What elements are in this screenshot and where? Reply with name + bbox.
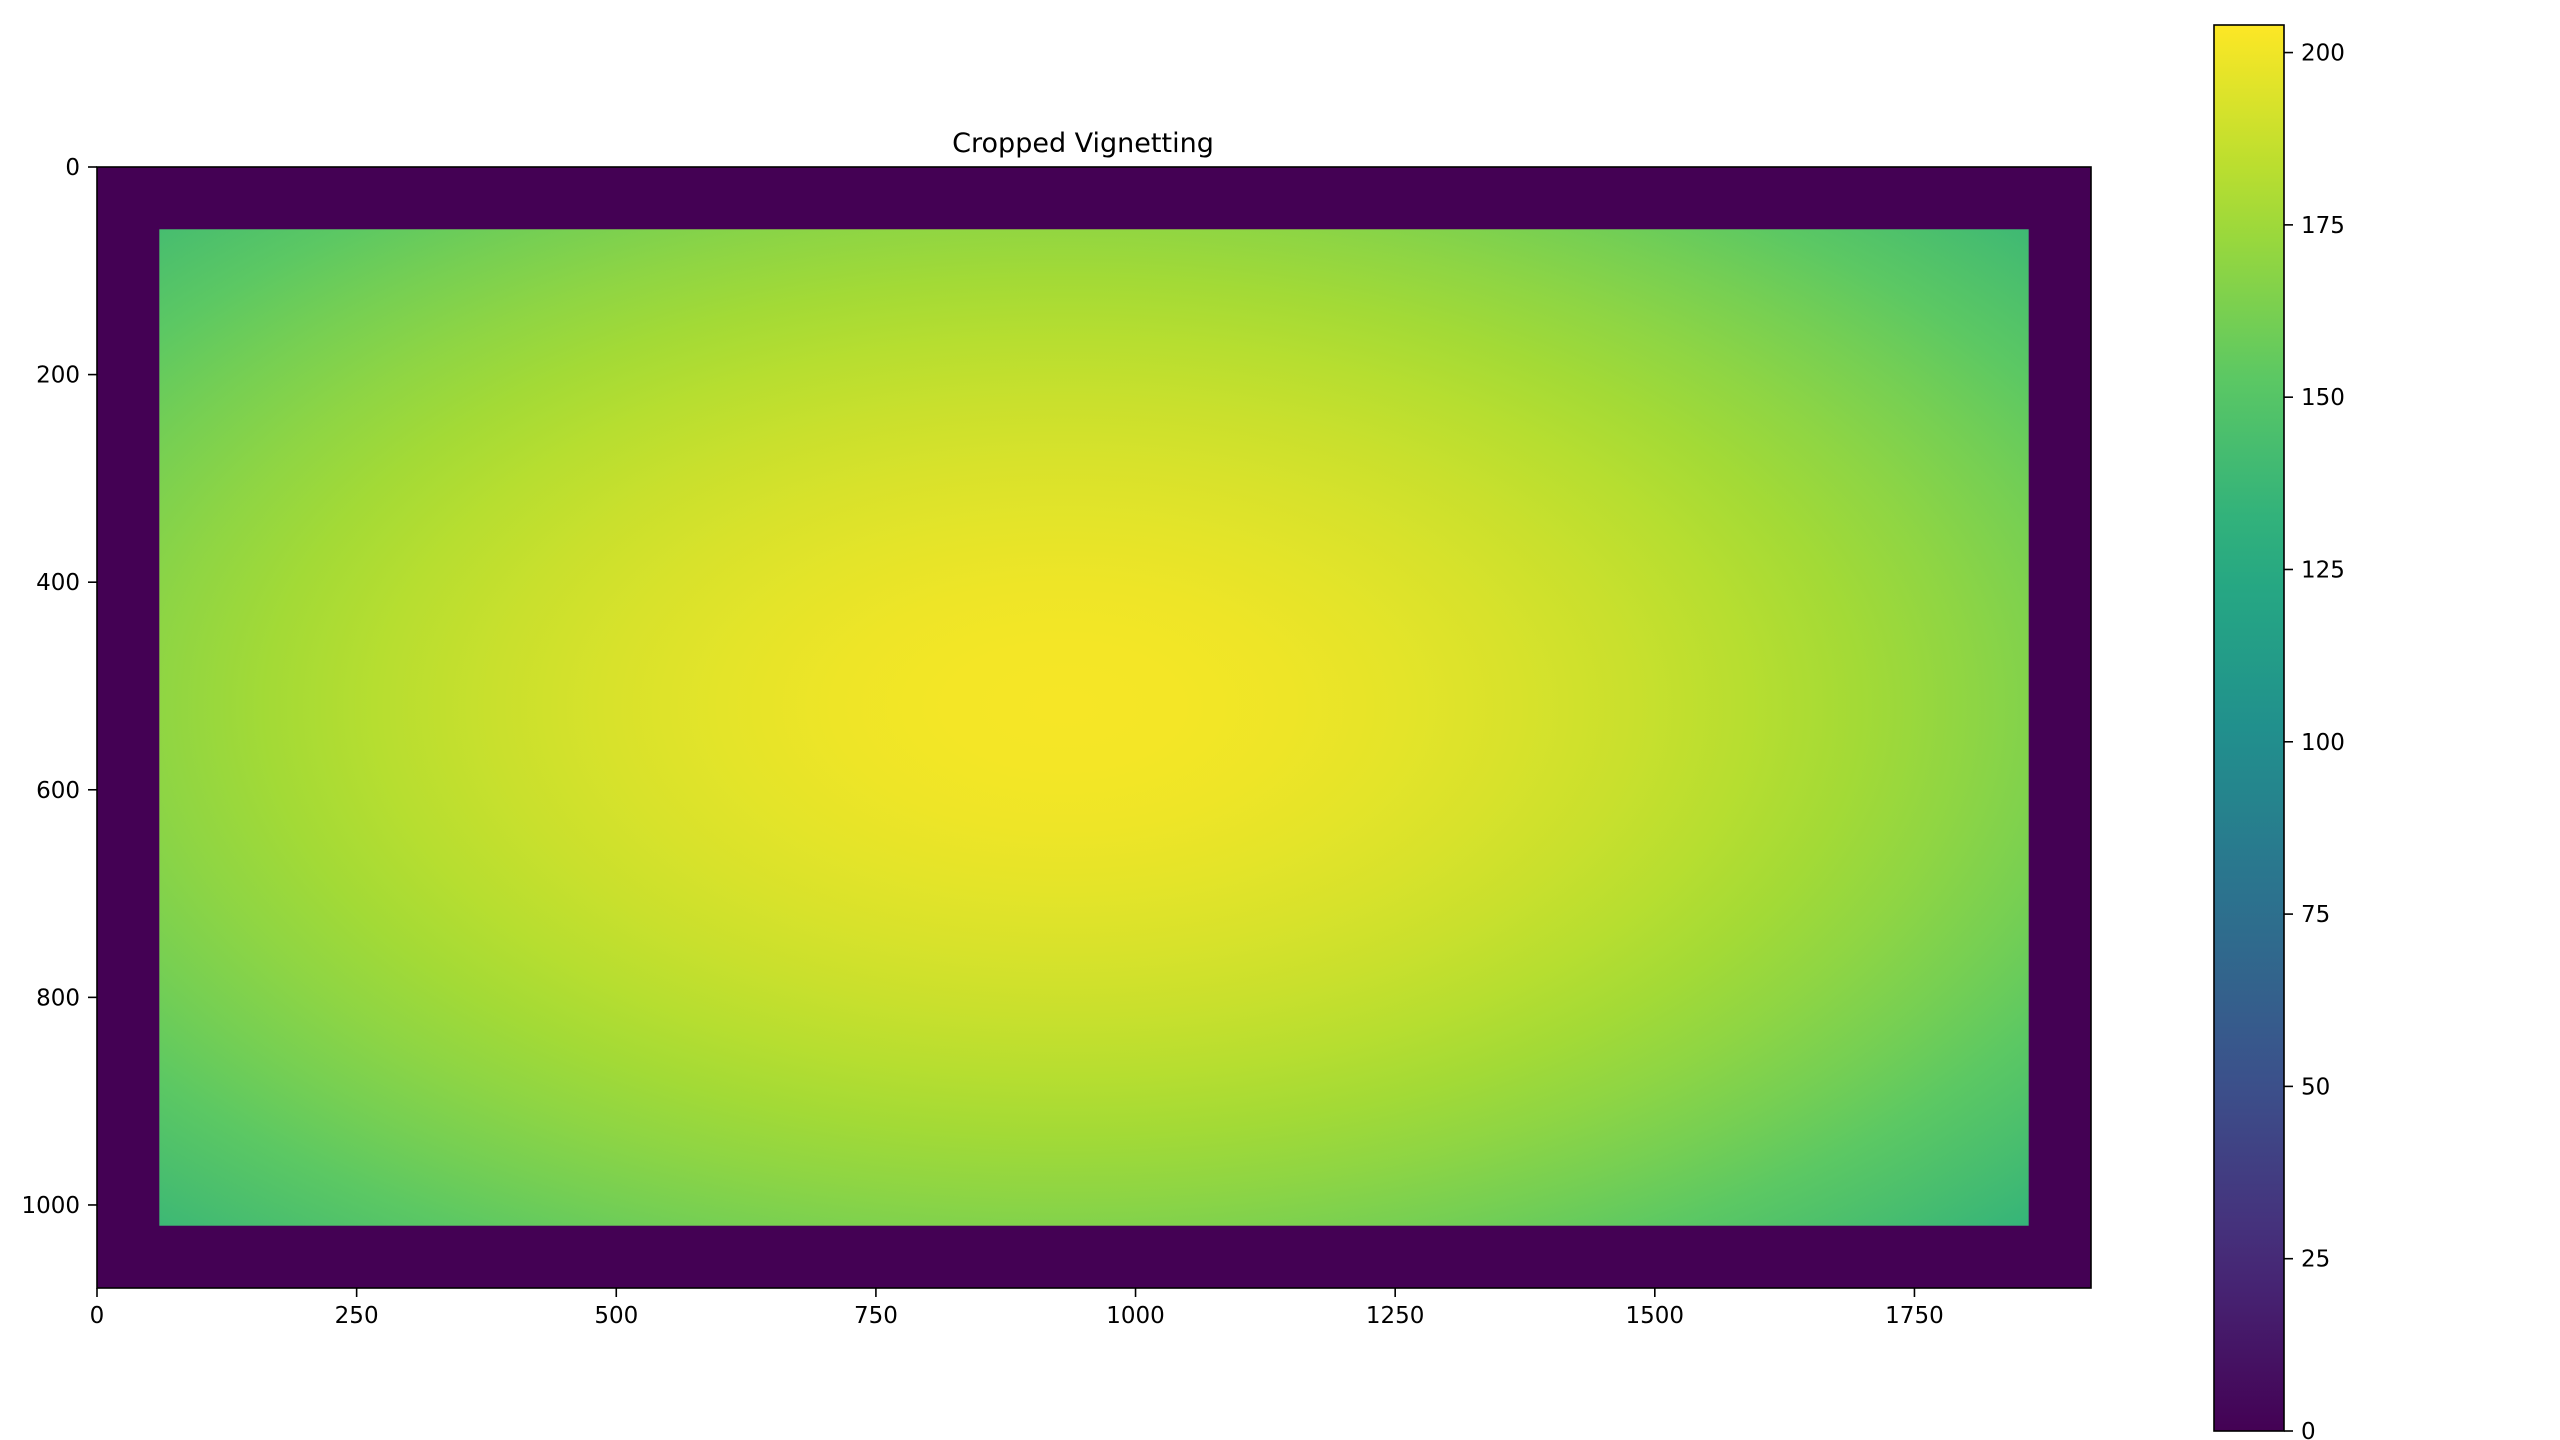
colorbar-tick-label: 125: [2301, 557, 2345, 583]
y-tick-label: 200: [36, 363, 80, 389]
x-tick-label: 1750: [1885, 1303, 1944, 1329]
colorbar-tick-label: 50: [2301, 1074, 2330, 1100]
colorbar-tick-label: 25: [2301, 1247, 2330, 1273]
x-tick-label: 750: [854, 1303, 898, 1329]
y-axis: 0 200 400 600 800 1000: [21, 155, 97, 1219]
colorbar-tick-label: 0: [2301, 1419, 2316, 1440]
heatmap-plot: [96, 166, 2092, 1289]
colorbar-axis: 0 25 50 75 100 125 150 175 200: [2284, 41, 2345, 1440]
x-tick-label: 250: [335, 1303, 379, 1329]
chart-title: Cropped Vignetting: [952, 128, 1214, 159]
x-tick-label: 1250: [1366, 1303, 1425, 1329]
colorbar-tick-label: 75: [2301, 902, 2330, 928]
colorbar: 0 25 50 75 100 125 150 175 200: [2213, 24, 2345, 1440]
y-tick-label: 0: [65, 155, 80, 181]
y-tick-label: 600: [36, 778, 80, 804]
x-tick-label: 0: [90, 1303, 105, 1329]
colorbar-tick-label: 150: [2301, 385, 2345, 411]
colorbar-tick-label: 175: [2301, 213, 2345, 239]
plot-frame: [96, 166, 2092, 1289]
y-tick-label: 400: [36, 570, 80, 596]
y-tick-label: 800: [36, 985, 80, 1011]
x-axis: 0 250 500 750 1000 1250 1500 1750: [90, 1288, 1944, 1329]
heatmap-vignette-region: [159, 229, 2029, 1226]
colorbar-fill: [2214, 25, 2284, 1431]
colorbar-tick-label: 200: [2301, 41, 2345, 67]
x-tick-label: 500: [594, 1303, 638, 1329]
colorbar-tick-label: 100: [2301, 730, 2345, 756]
y-tick-label: 1000: [21, 1193, 80, 1219]
x-tick-label: 1500: [1626, 1303, 1685, 1329]
colorbar-frame: [2213, 24, 2285, 1432]
x-tick-label: 1000: [1106, 1303, 1165, 1329]
